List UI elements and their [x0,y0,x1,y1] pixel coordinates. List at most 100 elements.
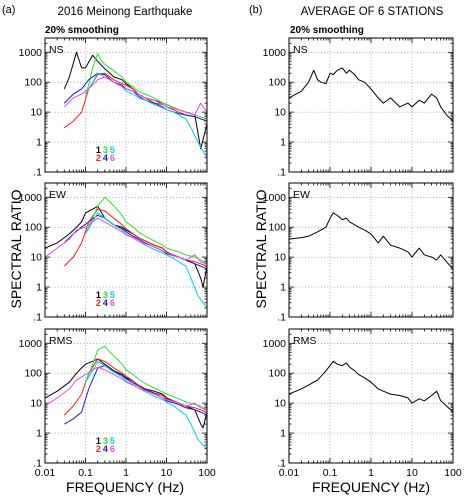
left-rms-series-6 [45,366,207,411]
left-x-axis-label: FREQUENCY (Hz) [66,479,184,495]
left-rms-x-tick-label: 100 [198,467,216,479]
right-ew-average-line [289,212,453,270]
right-ew-component-label: EW [293,189,310,201]
left-rms-x-tick-label: 0.01 [35,467,56,479]
left-ns-axes-frame [44,37,208,173]
left-rms-legend-station-1: 1 [96,436,101,446]
right-rms-x-tick-label: 0.1 [323,467,338,479]
right-ns-y-tick-label: 100 [268,77,286,89]
right-rms-x-tick-label: 10 [406,467,418,479]
left-rms-legend-station-2: 2 [96,444,101,454]
left-ew-axes-frame [44,182,208,318]
right-rms-axes-frame [288,328,454,464]
right-ns-y-tick-label: .1 [277,167,286,179]
right-ew-y-tick-label: 10 [274,252,286,264]
left-rms-series-4 [64,365,207,425]
left-ew-component-label: EW [49,189,66,201]
left-rms-series-group [45,345,207,450]
left-ns-series-4 [63,72,207,122]
right-ns-y-tick-label: 1000 [263,47,287,59]
left-figure-title: 2016 Meinong Earthquake [58,6,193,18]
right-rms-component-label: RMS [293,335,316,347]
right-ns-average-line [289,67,453,122]
right-ns-axes-frame [288,37,454,173]
left-rms-legend-station-4: 4 [103,444,108,454]
left-ns-y-tick-label: 1000 [19,47,43,59]
right-smoothing-note: 20% smoothing [290,25,364,36]
right-ns-panel: .1 1 10 100 1000 NS [263,37,454,179]
left-y-axis-label: SPECTRAL RATIO [8,189,24,308]
left-ns-station-legend: 1 3 52 4 6 [96,145,115,163]
left-ns-legend-station-2: 2 [96,153,101,163]
right-rms-y-tick-label: 100 [268,368,286,380]
right-rms-panel: .1 1 10 100 1000 0.01 0.1 1 10 100 RMS [263,328,462,479]
right-rms-x-tick-label: 1 [368,467,374,479]
right-ns-y-tick-label: 10 [274,107,286,119]
left-ns-legend-station-3: 3 [103,145,108,155]
left-ew-series-3 [85,196,207,265]
left-rms-y-tick-label: 10 [30,398,42,410]
right-rms-y-tick-label: .1 [277,458,286,470]
right-rms-y-tick-label: 10 [274,398,286,410]
left-rms-y-tick-label: 100 [24,368,42,380]
right-ns-series-group [289,67,453,122]
left-rms-series-3 [85,345,207,411]
left-ns-legend-station-4: 4 [103,153,108,163]
right-ns-component-label: NS [293,44,308,56]
left-rms-series-5 [85,360,207,450]
right-ew-y-tick-label: .1 [277,312,286,324]
right-rms-series-group [289,360,453,413]
left-ew-station-legend: 1 3 52 4 6 [96,290,115,308]
left-smoothing-note: 20% smoothing [45,25,119,36]
right-figure-title: AVERAGE OF 6 STATIONS [301,6,444,18]
left-ew-y-tick-label: 1000 [19,192,43,204]
left-ns-y-tick-label: 1 [36,137,42,149]
left-ew-y-tick-label: 100 [24,222,42,234]
left-rms-station-legend: 1 3 52 4 6 [96,436,115,454]
left-ew-series-group [45,196,207,309]
left-panel-tag: (a) [2,4,15,16]
left-ns-y-tick-label: .1 [33,167,42,179]
right-x-axis-label: FREQUENCY (Hz) [312,479,430,495]
left-rms-legend-station-6: 6 [110,444,115,454]
left-rms-x-tick-label: 10 [161,467,173,479]
left-ns-legend-station-1: 1 [96,145,101,155]
left-rms-y-tick-label: 1000 [19,338,43,350]
left-rms-x-tick-label: 1 [123,467,129,479]
right-panel-tag: (b) [249,4,262,16]
left-rms-legend-station-5: 5 [110,436,115,446]
left-rms-legend-station-3: 3 [103,436,108,446]
right-ns-y-tick-label: 1 [280,137,286,149]
left-ns-series-group [63,51,207,158]
left-ew-legend-station-6: 6 [110,298,115,308]
left-ew-legend-station-2: 2 [96,298,101,308]
right-rms-y-tick-label: 1 [280,428,286,440]
right-rms-average-line [289,360,453,413]
left-ew-legend-station-4: 4 [103,298,108,308]
right-rms-x-tick-label: 0.01 [279,467,300,479]
right-ew-y-tick-label: 1 [280,282,286,294]
right-rms-y-tick-label: 1000 [263,338,287,350]
left-ns-series-6 [63,76,207,116]
right-ew-axes-frame [288,182,454,318]
right-ew-y-tick-label: 1000 [263,192,287,204]
left-ew-legend-station-1: 1 [96,290,101,300]
left-ns-component-label: NS [49,44,64,56]
left-ew-y-tick-label: 10 [30,252,42,264]
right-ew-series-group [289,212,453,270]
left-ew-legend-station-5: 5 [110,290,115,300]
right-rms-x-tick-label: 100 [444,467,462,479]
left-ew-series-5 [85,212,207,309]
left-ns-y-tick-label: 100 [24,77,42,89]
left-ew-series-6 [45,217,207,265]
left-rms-axes-frame [44,328,208,464]
left-rms-y-tick-label: .1 [33,458,42,470]
left-rms-component-label: RMS [49,335,72,347]
left-ns-legend-station-5: 5 [110,145,115,155]
right-ew-panel: .1 1 10 100 1000 EW [263,182,454,324]
left-rms-y-tick-label: 1 [36,428,42,440]
